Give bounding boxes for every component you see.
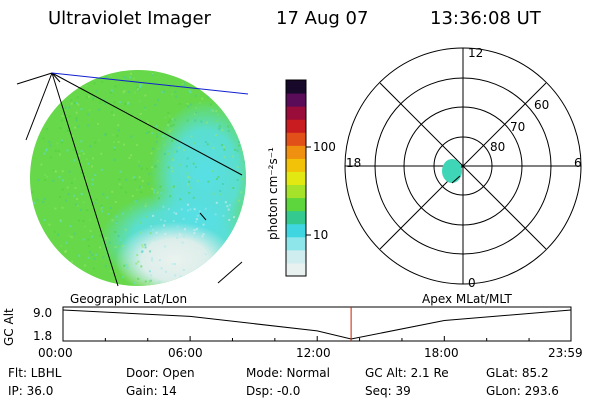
y-tick-min: 1.8 bbox=[33, 329, 53, 343]
colorbar-cell bbox=[286, 132, 306, 146]
mlt-label-6: 6 bbox=[574, 156, 582, 170]
spot-line bbox=[451, 175, 461, 184]
instrument-title: Ultraviolet Imager bbox=[48, 8, 211, 29]
image-noise bbox=[31, 72, 246, 284]
gc-alt-readout: GC Alt: 2.1 Re bbox=[365, 366, 449, 380]
colorbar-cell bbox=[286, 171, 306, 186]
meridian-line bbox=[51, 72, 61, 83]
altitude-curve bbox=[62, 309, 572, 340]
mlt-label-12: 12 bbox=[468, 46, 484, 60]
lat-label-60: 60 bbox=[534, 98, 550, 112]
glat-readout: GLat: 85.2 bbox=[486, 366, 549, 380]
tick-mark bbox=[199, 212, 207, 221]
polar-caption: Apex MLat/MLT bbox=[422, 292, 512, 306]
limb-line bbox=[217, 261, 243, 284]
lat-label-80: 80 bbox=[490, 140, 506, 154]
colorbar-cell bbox=[286, 119, 306, 133]
colorbar-frame bbox=[285, 79, 307, 277]
x-tick-label: 06:00 bbox=[168, 346, 203, 360]
filter-readout: Flt: LBHL bbox=[8, 366, 62, 380]
colorbar-gradient bbox=[286, 80, 306, 277]
meridian-line bbox=[16, 72, 53, 85]
colorbar-cell bbox=[286, 197, 306, 212]
colorbar-tick-100: 100 bbox=[313, 140, 336, 154]
colorbar-cell bbox=[286, 236, 306, 251]
colorbar-cell bbox=[286, 158, 306, 172]
x-tick-label: 12:00 bbox=[296, 346, 331, 360]
timeline-tick-marks bbox=[62, 336, 572, 341]
mlt-diagonal bbox=[379, 82, 547, 250]
seq-readout: Seq: 39 bbox=[365, 384, 411, 398]
meridian-line bbox=[25, 72, 53, 141]
x-tick-label: 23:59 bbox=[548, 346, 583, 360]
gain-readout: Gain: 14 bbox=[126, 384, 177, 398]
colorbar-cell bbox=[286, 106, 306, 120]
observation-date: 17 Aug 07 bbox=[276, 8, 369, 29]
x-tick-label: 00:00 bbox=[38, 346, 73, 360]
timeline-frame bbox=[62, 306, 572, 342]
colorbar-cell bbox=[286, 93, 306, 107]
colorbar-cell bbox=[286, 184, 306, 199]
ip-readout: IP: 36.0 bbox=[8, 384, 54, 398]
colorbar-cell bbox=[286, 210, 306, 225]
auroral-spot bbox=[442, 159, 462, 183]
mode-readout: Mode: Normal bbox=[246, 366, 330, 380]
door-readout: Door: Open bbox=[126, 366, 195, 380]
y-tick-max: 9.0 bbox=[33, 306, 53, 320]
dsp-readout: Dsp: -0.0 bbox=[246, 384, 301, 398]
glon-readout: GLon: 293.6 bbox=[486, 384, 559, 398]
latitude-line bbox=[51, 72, 249, 95]
colorbar-cell bbox=[286, 223, 306, 238]
lat-label-70: 70 bbox=[510, 120, 526, 134]
geographic-caption: Geographic Lat/Lon bbox=[70, 292, 188, 306]
colorbar-cell bbox=[286, 249, 306, 264]
meridian-line bbox=[51, 72, 119, 287]
mlt-label-18: 18 bbox=[346, 156, 362, 170]
colorbar-cell bbox=[286, 80, 306, 94]
colorbar-tick-10: 10 bbox=[313, 228, 329, 242]
observation-time: 13:36:08 UT bbox=[430, 8, 541, 29]
mlt-label-0: 0 bbox=[468, 276, 476, 290]
colorbar-cell bbox=[286, 262, 306, 277]
meridian-line bbox=[51, 72, 243, 176]
timeline-ylabel: GC Alt bbox=[2, 308, 16, 346]
x-tick-label: 18:00 bbox=[424, 346, 459, 360]
colorbar-cell bbox=[286, 145, 306, 159]
